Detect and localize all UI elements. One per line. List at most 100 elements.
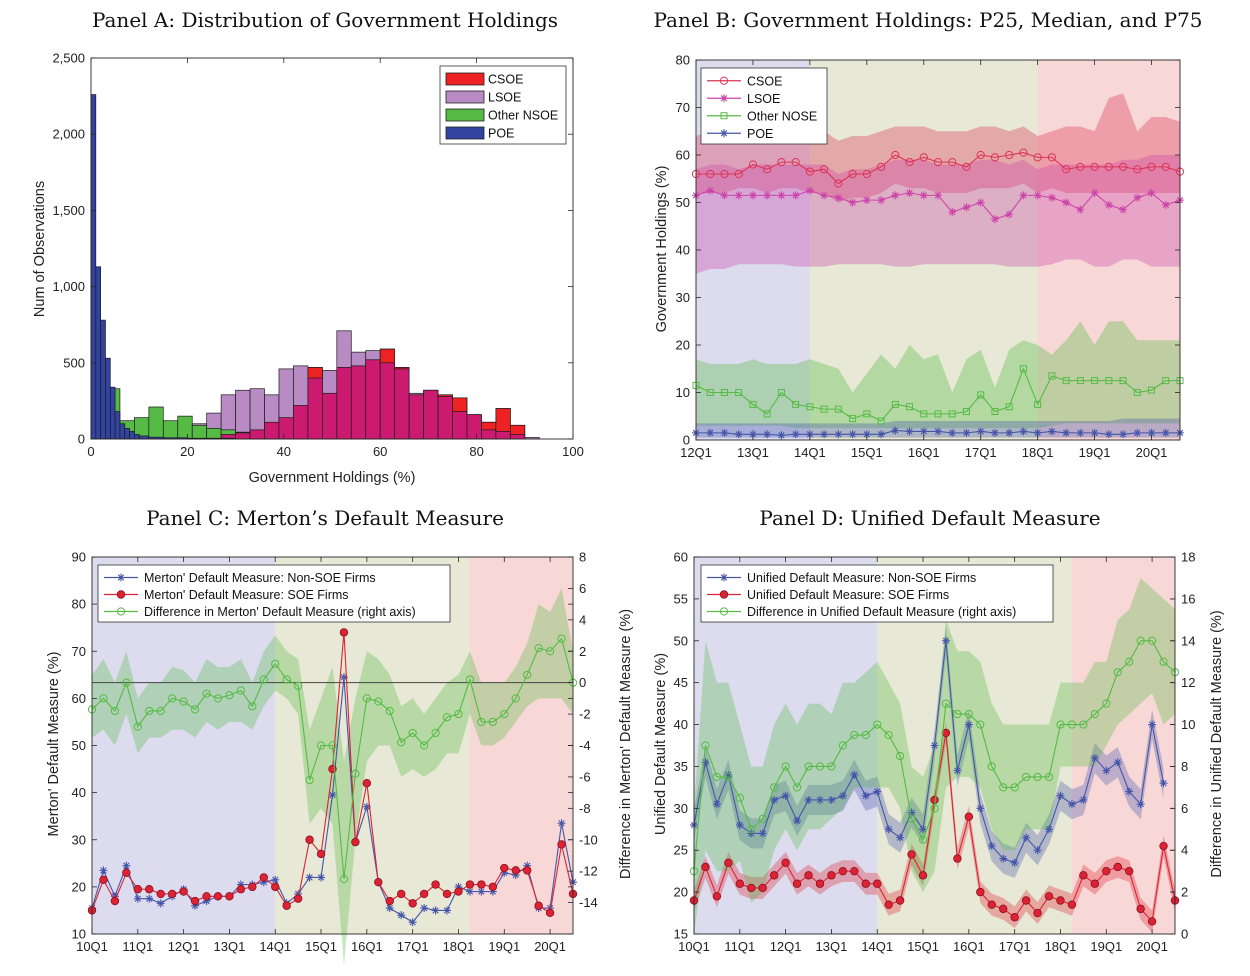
panel-d-series-point xyxy=(1136,800,1145,809)
panel-d-series-point xyxy=(1022,772,1031,782)
poe-bar xyxy=(138,435,150,440)
panel-c-series-point xyxy=(271,882,280,892)
panel-c-series-point xyxy=(557,840,566,849)
panel-b-series-point xyxy=(948,428,957,437)
panel-c-series-point xyxy=(465,887,474,896)
panel-b-series-point xyxy=(720,191,729,200)
panel-c-ytick-label: 60 xyxy=(72,691,86,706)
panel-d-ytick-label: 25 xyxy=(674,843,688,858)
panel-c-series-point xyxy=(156,706,165,716)
panel-b-xtick-label: 18Q1 xyxy=(1022,445,1054,460)
panel-c-xtick-label: 12Q1 xyxy=(168,939,200,954)
panel-d-series-point xyxy=(781,791,790,800)
panel-b-series-point xyxy=(976,150,985,160)
panel-d-series-point xyxy=(1067,900,1077,909)
panel-d-series-point xyxy=(1079,795,1088,804)
panel-c-xtick-label: 10Q1 xyxy=(76,939,108,954)
panel-c-series-point xyxy=(431,906,440,915)
panel-d-series-point xyxy=(964,720,973,729)
panel-b-series-point xyxy=(906,403,914,411)
panel-d-series-point xyxy=(930,795,939,805)
panel-b-series-point xyxy=(1047,153,1056,162)
panel-b-series-point xyxy=(806,403,814,411)
panel-c-series-point xyxy=(465,675,475,684)
panel-c-series-point xyxy=(523,861,532,870)
panel-d-xtick-label: 10Q1 xyxy=(678,939,710,954)
panel-d-series-point xyxy=(1033,772,1042,782)
panel-d-series-point xyxy=(918,835,928,844)
panel-c-series-point xyxy=(522,866,532,875)
panel-d-series-point xyxy=(1022,833,1031,842)
panel-c-series-point xyxy=(362,802,371,811)
panel-d-series-point xyxy=(827,795,836,804)
panel-c-series-point xyxy=(477,880,486,889)
panel-c-series-point xyxy=(248,882,257,892)
panel-d-series-point xyxy=(1136,636,1145,645)
panel-b-series-point xyxy=(848,430,857,439)
panel-c-series-point xyxy=(339,673,348,682)
panel-c-ytick-right-label: -2 xyxy=(579,707,591,722)
panel-c-series-point xyxy=(167,889,177,899)
panel-d-series-point xyxy=(701,758,710,767)
panel-c-series-point xyxy=(511,694,520,703)
panel-c-series-point xyxy=(500,863,509,873)
panel-b-ytick-label: 0 xyxy=(683,433,690,448)
panel-d-series-point xyxy=(1147,917,1157,926)
panel-c-series-point xyxy=(248,702,257,711)
panel-a-xtick-label: 0 xyxy=(87,444,94,459)
panel-b-series-point xyxy=(905,189,914,197)
csoe-bar xyxy=(509,424,526,435)
panel-d-series-point xyxy=(941,699,951,708)
panel-d-xtick-label: 19Q1 xyxy=(1090,939,1122,954)
panel-b-series-point xyxy=(791,430,800,439)
panel-a: Panel A: Distribution of Government Hold… xyxy=(32,8,584,486)
panel-c: Panel C: Merton’s Default Measure 102030… xyxy=(46,506,634,966)
panel-c-series-point xyxy=(454,887,463,896)
panel-d-ytick-label: 40 xyxy=(674,717,688,732)
panel-b-series-point xyxy=(891,150,900,160)
panel-b-series-point xyxy=(834,179,843,188)
panel-b-series-point xyxy=(848,198,857,207)
panel-c-series-point xyxy=(534,901,543,910)
panel-c-series-point xyxy=(408,918,417,927)
panel-c-series-point xyxy=(213,694,223,703)
panel-b-series-point xyxy=(1019,148,1028,157)
poe-bar xyxy=(90,94,97,440)
panel-c-xtick-label: 18Q1 xyxy=(443,939,475,954)
panel-b-series-point xyxy=(734,430,743,439)
panel-d-legend-label: Unified Default Measure: SOE Firms xyxy=(747,588,949,602)
panel-b-series-point xyxy=(919,191,928,200)
panel-c-series-point xyxy=(316,741,326,750)
panel-c-ytick-label: 50 xyxy=(72,738,86,753)
panel-d-series-point xyxy=(735,879,745,888)
panel-c-series-point xyxy=(477,717,486,727)
panel-d-series-point xyxy=(976,887,985,897)
poe-bar xyxy=(114,411,121,440)
panel-b-ytick-label: 70 xyxy=(676,100,690,115)
nsoe-bar xyxy=(191,424,208,440)
panel-c-series-point xyxy=(110,896,120,906)
panel-d-series-point xyxy=(896,833,905,842)
panel-c-series-point xyxy=(317,873,326,882)
panel-d-series-point xyxy=(735,821,744,830)
panel-c-series-point xyxy=(259,878,268,887)
panel-b-series-point xyxy=(990,153,1000,162)
csoe-overlap-bar xyxy=(423,389,439,440)
panel-b-series-point xyxy=(1062,198,1071,207)
csoe-overlap-bar xyxy=(322,392,338,440)
panel-b-regime-shading xyxy=(809,60,1038,440)
panel-c-series-point xyxy=(419,889,429,899)
panel-b-series-point xyxy=(862,169,871,179)
panel-b-series-point xyxy=(877,417,885,425)
panel-d-series-point xyxy=(1045,825,1054,834)
panel-b-series-point xyxy=(1062,377,1070,385)
panel-b-series-point xyxy=(1105,377,1113,385)
panel-a-xtick-label: 80 xyxy=(469,444,483,459)
panel-b-series-point xyxy=(820,191,829,200)
panel-d-xtick-label: 18Q1 xyxy=(1045,939,1077,954)
panel-c-ytick-right-label: -6 xyxy=(579,769,591,784)
panel-b-series-point xyxy=(791,158,800,167)
panel-b-ylabel: Government Holdings (%) xyxy=(654,166,670,333)
panel-c-series-point xyxy=(328,790,337,799)
panel-d-series-point xyxy=(712,800,721,809)
